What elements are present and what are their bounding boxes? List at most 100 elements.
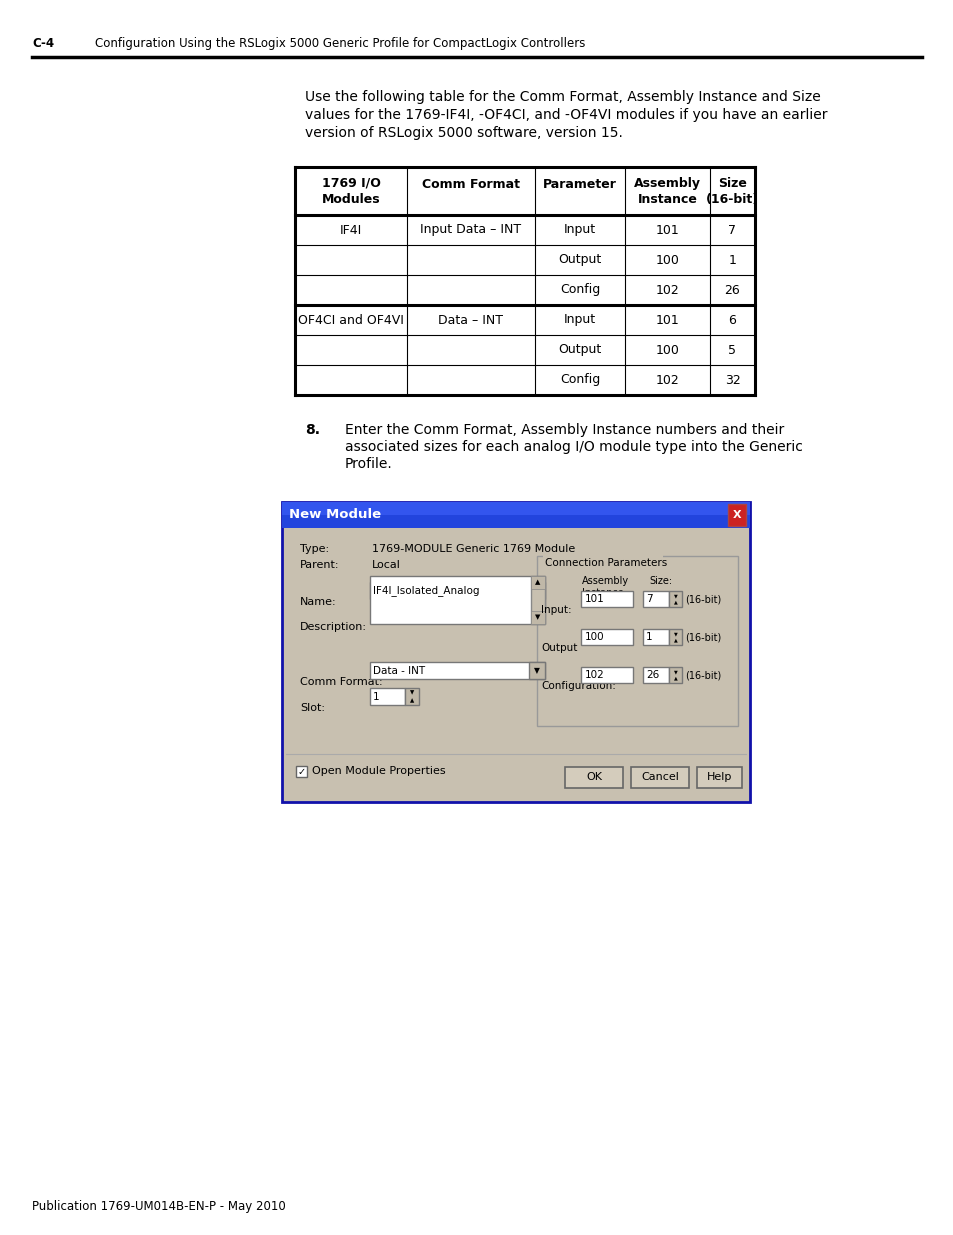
Text: 5: 5: [728, 343, 736, 357]
Bar: [294, 167, 754, 215]
Text: (16-bit): (16-bit): [684, 594, 720, 604]
Text: Use the following table for the Comm Format, Assembly Instance and Size: Use the following table for the Comm For…: [305, 90, 820, 104]
Text: Input: Input: [563, 314, 596, 326]
Bar: [531, 611, 544, 624]
Text: Publication 1769-UM014B-EN-P - May 2010: Publication 1769-UM014B-EN-P - May 2010: [32, 1200, 286, 1213]
Text: (16-bit): (16-bit): [684, 632, 720, 642]
Text: Instance: Instance: [637, 193, 697, 206]
Text: 8.: 8.: [305, 424, 319, 437]
Bar: [668, 667, 681, 683]
Bar: [531, 576, 544, 589]
Text: 100: 100: [655, 253, 679, 267]
Text: OK: OK: [585, 772, 601, 782]
Bar: [642, 629, 668, 645]
Text: Parent:: Parent:: [299, 559, 339, 571]
Text: Output: Output: [558, 343, 601, 357]
Text: ▼: ▼: [534, 667, 539, 676]
Text: ▲: ▲: [673, 599, 677, 604]
Text: ✓: ✓: [297, 767, 305, 777]
Text: New Module: New Module: [289, 509, 381, 521]
Bar: [537, 556, 738, 726]
Text: 1769-MODULE Generic 1769 Module: 1769-MODULE Generic 1769 Module: [372, 543, 575, 555]
Text: Profile.: Profile.: [345, 457, 393, 471]
Text: 101: 101: [584, 594, 604, 604]
Text: ▼: ▼: [673, 631, 677, 636]
Bar: [370, 576, 544, 624]
Text: Comm Format: Comm Format: [421, 179, 519, 191]
Bar: [282, 501, 749, 529]
Bar: [642, 592, 668, 606]
Text: 1: 1: [373, 692, 379, 701]
Text: 26: 26: [724, 284, 740, 296]
Text: Slot:: Slot:: [299, 703, 325, 713]
Bar: [580, 592, 633, 606]
Text: X: X: [732, 510, 740, 520]
Bar: [668, 629, 681, 645]
Bar: [531, 576, 544, 624]
Text: 101: 101: [655, 314, 679, 326]
Text: IF4I: IF4I: [339, 224, 362, 236]
Text: Name:: Name:: [299, 597, 336, 606]
Text: Input: Input: [563, 224, 596, 236]
Bar: [370, 582, 544, 599]
Text: C-4: C-4: [32, 37, 54, 49]
Text: 102: 102: [655, 373, 679, 387]
Text: version of RSLogix 5000 software, version 15.: version of RSLogix 5000 software, versio…: [305, 126, 622, 140]
Text: (16-bit): (16-bit): [705, 193, 759, 206]
Bar: [564, 767, 622, 788]
Text: ▼: ▼: [410, 690, 414, 695]
Text: ▲: ▲: [673, 637, 677, 642]
Bar: [405, 688, 418, 705]
Text: 1: 1: [728, 253, 736, 267]
Text: ▼: ▼: [535, 614, 540, 620]
Text: Type:: Type:: [299, 543, 329, 555]
Text: Modules: Modules: [321, 193, 380, 206]
Bar: [294, 215, 754, 395]
Text: Size:: Size:: [648, 576, 672, 585]
Bar: [580, 629, 633, 645]
Text: 102: 102: [584, 671, 604, 680]
Text: Local: Local: [372, 559, 400, 571]
Bar: [697, 767, 741, 788]
Text: Output: Output: [558, 253, 601, 267]
Text: ▲: ▲: [535, 579, 540, 585]
Text: Description:: Description:: [299, 622, 367, 632]
Text: 100: 100: [584, 632, 604, 642]
Text: OF4CI and OF4VI: OF4CI and OF4VI: [297, 314, 403, 326]
Text: associated sizes for each analog I/O module type into the Generic: associated sizes for each analog I/O mod…: [345, 440, 802, 454]
Text: Enter the Comm Format, Assembly Instance numbers and their: Enter the Comm Format, Assembly Instance…: [345, 424, 783, 437]
Text: Output: Output: [540, 643, 577, 653]
Text: 7: 7: [728, 224, 736, 236]
Bar: [282, 515, 749, 529]
Text: Config: Config: [559, 373, 599, 387]
Bar: [370, 662, 544, 679]
Text: Input:: Input:: [540, 605, 571, 615]
Text: 26: 26: [645, 671, 659, 680]
Text: Instance:: Instance:: [581, 588, 626, 598]
Text: 102: 102: [655, 284, 679, 296]
Bar: [580, 667, 633, 683]
Text: Configuration:: Configuration:: [540, 680, 616, 692]
Text: ▲: ▲: [673, 676, 677, 680]
Text: ▼: ▼: [673, 669, 677, 674]
Bar: [727, 504, 745, 526]
Text: Data - INT: Data - INT: [373, 666, 425, 676]
Text: Parameter: Parameter: [542, 179, 617, 191]
Bar: [282, 501, 749, 802]
Text: Config: Config: [559, 284, 599, 296]
Bar: [370, 688, 405, 705]
Bar: [542, 555, 662, 564]
Text: 1769 I/O: 1769 I/O: [321, 177, 380, 190]
Text: Comm Format:: Comm Format:: [299, 677, 382, 687]
Text: Connection Parameters: Connection Parameters: [544, 558, 666, 568]
Text: 7: 7: [645, 594, 652, 604]
Bar: [642, 667, 668, 683]
Text: ▲: ▲: [410, 699, 414, 704]
Text: (16-bit): (16-bit): [684, 671, 720, 680]
Text: 100: 100: [655, 343, 679, 357]
Bar: [295, 766, 307, 777]
Text: Data – INT: Data – INT: [438, 314, 503, 326]
Text: Assembly: Assembly: [634, 177, 700, 190]
Text: 6: 6: [728, 314, 736, 326]
Text: ▼: ▼: [673, 594, 677, 599]
